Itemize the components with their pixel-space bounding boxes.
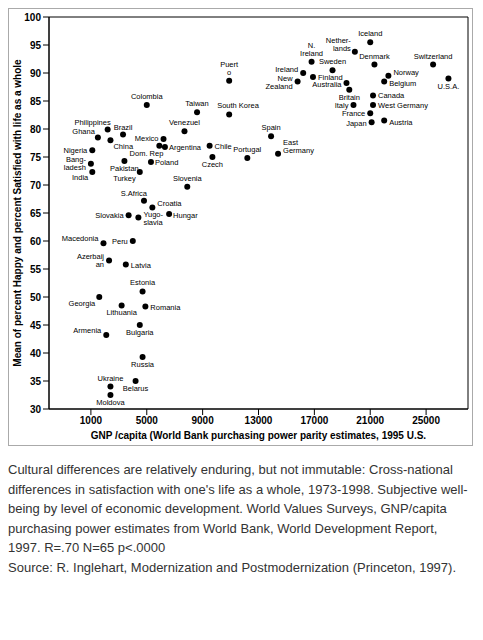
svg-text:EastGermany: EastGermany	[283, 138, 314, 155]
svg-text:Bang-ladesh: Bang-ladesh	[64, 155, 87, 172]
svg-text:Turkey: Turkey	[113, 174, 136, 183]
svg-text:Italy: Italy	[334, 100, 349, 110]
svg-text:Ghana: Ghana	[72, 127, 95, 136]
svg-text:France: France	[342, 109, 365, 118]
svg-text:70: 70	[30, 180, 42, 191]
svg-text:Denmark: Denmark	[359, 52, 390, 61]
svg-text:Latvia: Latvia	[131, 261, 152, 270]
svg-text:Romania: Romania	[150, 303, 181, 312]
svg-text:1000: 1000	[80, 415, 103, 426]
svg-text:80: 80	[30, 124, 42, 135]
svg-text:13000: 13000	[245, 415, 273, 426]
svg-text:5000: 5000	[136, 415, 159, 426]
svg-text:Australia: Australia	[312, 80, 342, 89]
svg-text:Austria: Austria	[389, 118, 413, 127]
svg-text:Ireland: Ireland	[275, 65, 298, 74]
svg-text:Spain: Spain	[261, 123, 280, 132]
svg-text:Dom. Rep: Dom. Rep	[130, 149, 164, 158]
svg-text:Czech: Czech	[202, 160, 223, 169]
svg-text:Taiwan: Taiwan	[185, 99, 208, 108]
svg-text:South Korea: South Korea	[217, 101, 260, 110]
svg-text:90: 90	[30, 68, 42, 79]
svg-text:Venezuel: Venezuel	[169, 118, 200, 127]
svg-text:Argentina: Argentina	[169, 143, 202, 152]
svg-text:Azerbaijan: Azerbaijan	[77, 252, 104, 269]
svg-text:Slovenia: Slovenia	[173, 174, 203, 183]
svg-text:Estonia: Estonia	[130, 278, 156, 287]
html-text:Mean of percent Happy and perc: Mean of percent Happy and percent Satisf…	[11, 59, 23, 367]
svg-text:China: China	[113, 142, 133, 151]
svg-text:17000: 17000	[300, 415, 328, 426]
svg-text:100: 100	[24, 12, 41, 23]
svg-text:Lithuania: Lithuania	[106, 308, 137, 317]
svg-text:35: 35	[30, 376, 42, 387]
svg-text:Russia: Russia	[131, 360, 155, 369]
svg-text:9000: 9000	[192, 415, 215, 426]
svg-text:Portugal: Portugal	[233, 145, 261, 154]
svg-text:Pakistan: Pakistan	[110, 164, 139, 173]
svg-text:Canada: Canada	[378, 91, 405, 100]
svg-text:Moldova: Moldova	[96, 398, 125, 407]
svg-text:Bulgaria: Bulgaria	[126, 328, 154, 337]
svg-text:95: 95	[30, 40, 42, 51]
svg-text:30: 30	[30, 404, 42, 415]
svg-text:NewZealand: NewZealand	[265, 74, 293, 91]
html-text:GNP /capita (World Bank purcha: GNP /capita (World Bank purchasing power…	[90, 430, 427, 441]
svg-text:60: 60	[30, 236, 42, 247]
svg-text:Macedonia: Macedonia	[62, 234, 100, 243]
svg-text:U.S.A.: U.S.A.	[438, 82, 460, 91]
svg-text:Nether-lands: Nether-lands	[326, 36, 352, 53]
html-text:Source: R. Inglehart, Moderniz: Source: R. Inglehart, Modernization and …	[8, 559, 456, 575]
svg-text:55: 55	[30, 264, 42, 275]
svg-text:Colombia: Colombia	[131, 92, 164, 101]
html-text:Cultural differences are relat: Cultural differences are relatively endu…	[8, 462, 468, 555]
svg-text:Mexico: Mexico	[135, 134, 159, 143]
svg-text:Croatia: Croatia	[157, 199, 182, 208]
svg-text:Britain: Britain	[338, 92, 360, 102]
svg-text:Belarus: Belarus	[123, 384, 149, 393]
svg-text:Japan: Japan	[346, 119, 366, 128]
svg-text:India: India	[72, 173, 89, 182]
svg-text:50: 50	[30, 292, 42, 303]
svg-text:Ukraine: Ukraine	[98, 374, 124, 383]
svg-text:40: 40	[30, 348, 42, 359]
svg-text:65: 65	[30, 208, 42, 219]
svg-text:45: 45	[30, 320, 42, 331]
svg-text:Iceland: Iceland	[358, 29, 382, 38]
svg-text:Switzerland: Switzerland	[414, 52, 453, 61]
svg-text:Yugo-slavia: Yugo-slavia	[143, 210, 163, 227]
svg-text:21000: 21000	[356, 415, 384, 426]
svg-text:Puerto: Puerto	[220, 60, 239, 77]
svg-text:Norway: Norway	[393, 68, 419, 77]
svg-text:Nigeria: Nigeria	[63, 146, 88, 156]
svg-text:Armenia: Armenia	[73, 326, 102, 335]
svg-text:Finland: Finland	[318, 72, 343, 82]
svg-text:Brazil: Brazil	[114, 123, 133, 132]
svg-text:West Germany: West Germany	[378, 101, 428, 110]
svg-text:Chile: Chile	[215, 142, 232, 151]
svg-text:Sweden: Sweden	[319, 57, 346, 66]
svg-text:Peru: Peru	[112, 237, 128, 246]
svg-text:Slovakia: Slovakia	[95, 211, 124, 220]
svg-text:Hungar: Hungar	[173, 211, 198, 220]
svg-text:N.Ireland: N.Ireland	[300, 41, 323, 58]
svg-text:Georgia: Georgia	[69, 299, 97, 308]
svg-text:Philippines: Philippines	[74, 118, 111, 127]
svg-text:75: 75	[30, 152, 42, 163]
svg-text:S.Africa: S.Africa	[121, 189, 148, 198]
svg-text:Belgium: Belgium	[389, 79, 416, 88]
svg-text:Poland: Poland	[155, 158, 178, 167]
svg-text:25000: 25000	[412, 415, 440, 426]
svg-text:85: 85	[30, 96, 42, 107]
